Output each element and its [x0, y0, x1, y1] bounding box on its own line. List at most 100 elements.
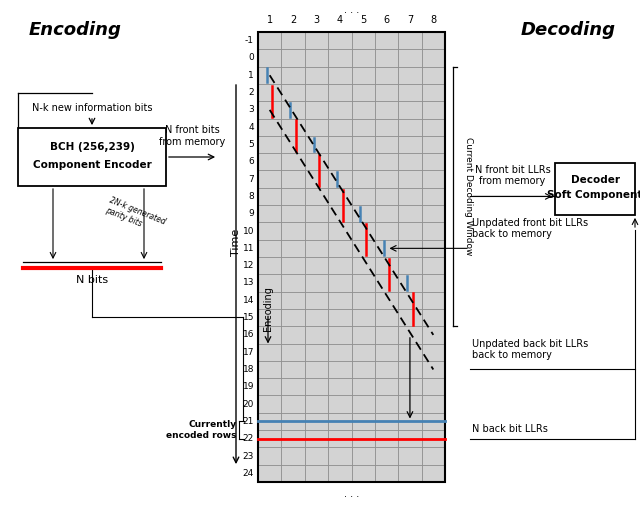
Bar	[398, 378, 422, 395]
Bar	[305, 49, 328, 67]
Bar	[398, 257, 422, 274]
Bar	[258, 171, 282, 188]
Bar	[258, 119, 282, 136]
Text: Current Decoding Window: Current Decoding Window	[465, 137, 474, 256]
Bar	[398, 101, 422, 119]
Bar	[258, 344, 282, 361]
Bar	[351, 101, 375, 119]
Bar	[258, 153, 282, 171]
Bar	[282, 447, 305, 465]
Bar	[351, 171, 375, 188]
Bar	[328, 257, 351, 274]
Bar	[305, 136, 328, 153]
Text: N front bit LLRs
from memory: N front bit LLRs from memory	[475, 165, 550, 186]
Text: Unpdated front bit LLRs
back to memory: Unpdated front bit LLRs back to memory	[472, 218, 588, 239]
Bar	[305, 188, 328, 205]
Bar	[375, 361, 398, 378]
Text: 2: 2	[290, 15, 296, 25]
Bar	[351, 240, 375, 257]
Bar	[375, 171, 398, 188]
Bar	[305, 430, 328, 447]
Bar	[422, 378, 445, 395]
Bar	[305, 413, 328, 430]
Text: 23: 23	[243, 451, 254, 461]
Bar	[258, 84, 282, 101]
Bar	[351, 274, 375, 292]
Bar	[282, 344, 305, 361]
Bar	[258, 205, 282, 222]
Bar	[375, 101, 398, 119]
Bar	[328, 32, 351, 49]
Bar	[282, 430, 305, 447]
Bar	[398, 413, 422, 430]
Bar	[422, 136, 445, 153]
Bar	[422, 465, 445, 482]
Bar	[282, 84, 305, 101]
Bar	[328, 465, 351, 482]
Bar	[305, 32, 328, 49]
Bar	[375, 84, 398, 101]
Bar	[282, 378, 305, 395]
Bar	[398, 274, 422, 292]
Bar	[375, 378, 398, 395]
Bar	[18, 128, 166, 186]
Bar	[351, 309, 375, 326]
Bar	[305, 171, 328, 188]
Bar	[422, 119, 445, 136]
Bar	[398, 67, 422, 84]
Text: 13: 13	[243, 278, 254, 288]
Bar	[328, 413, 351, 430]
Bar	[305, 309, 328, 326]
Bar	[282, 188, 305, 205]
Bar	[422, 292, 445, 309]
Bar	[258, 361, 282, 378]
Bar	[258, 309, 282, 326]
Bar	[375, 136, 398, 153]
Bar	[258, 32, 445, 482]
Bar	[422, 84, 445, 101]
Bar	[351, 119, 375, 136]
Bar	[375, 257, 398, 274]
Bar	[305, 101, 328, 119]
Bar	[258, 257, 282, 274]
Bar	[305, 153, 328, 171]
Bar	[351, 395, 375, 413]
Bar	[422, 413, 445, 430]
Bar	[375, 119, 398, 136]
Bar	[282, 171, 305, 188]
Bar	[282, 309, 305, 326]
Bar	[305, 344, 328, 361]
Bar	[305, 378, 328, 395]
Bar	[422, 326, 445, 344]
Text: N front bits
from memory: N front bits from memory	[159, 125, 225, 147]
Bar	[328, 361, 351, 378]
Bar	[422, 344, 445, 361]
Bar	[398, 32, 422, 49]
Bar	[351, 413, 375, 430]
Text: 2N-k generated
parity bits: 2N-k generated parity bits	[104, 196, 166, 236]
Text: 4: 4	[337, 15, 343, 25]
Bar	[375, 222, 398, 240]
Bar	[328, 240, 351, 257]
Bar	[305, 240, 328, 257]
Bar	[282, 292, 305, 309]
Bar	[282, 136, 305, 153]
Text: 7: 7	[248, 175, 254, 184]
Bar	[398, 49, 422, 67]
Bar	[398, 188, 422, 205]
Bar	[422, 171, 445, 188]
Bar	[258, 465, 282, 482]
Bar	[375, 413, 398, 430]
Bar	[555, 163, 635, 215]
Bar	[282, 413, 305, 430]
Bar	[282, 205, 305, 222]
Bar	[305, 447, 328, 465]
Bar	[422, 257, 445, 274]
Bar	[375, 465, 398, 482]
Text: Component Encoder: Component Encoder	[33, 159, 152, 169]
Text: 5: 5	[248, 140, 254, 149]
Bar	[258, 447, 282, 465]
Bar	[282, 274, 305, 292]
Bar	[398, 171, 422, 188]
Bar	[258, 101, 282, 119]
